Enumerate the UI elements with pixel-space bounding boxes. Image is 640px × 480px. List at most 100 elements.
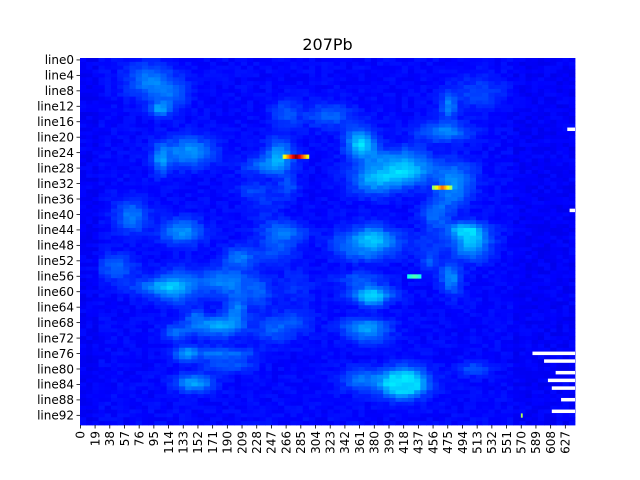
heatmap-cell [482, 100, 489, 105]
heatmap-cell [482, 150, 489, 155]
heatmap-cell [506, 285, 514, 291]
heatmap-cell [482, 131, 489, 136]
heatmap-cell [308, 92, 316, 98]
heatmap-cell [278, 285, 285, 291]
heatmap-cell [308, 61, 316, 67]
heatmap-cell [327, 139, 335, 144]
heatmap-cell [302, 258, 310, 264]
heatmap-cell [482, 88, 489, 94]
heatmap-cell [321, 112, 328, 117]
heatmap-cell [209, 235, 217, 240]
heatmap-cell [129, 115, 137, 121]
heatmap-cell [445, 212, 452, 217]
heatmap-cell [141, 212, 149, 217]
heatmap-cell [377, 150, 384, 155]
heatmap-cell [154, 58, 161, 63]
heatmap-cell [377, 173, 384, 179]
heatmap-cell [253, 131, 260, 136]
heatmap-cell [407, 123, 415, 128]
heatmap-cell [259, 193, 267, 198]
heatmap-cell [401, 200, 409, 206]
heatmap-cell [160, 239, 168, 244]
heatmap-cell [377, 231, 384, 237]
heatmap-cell [209, 166, 217, 171]
heatmap-cell [259, 65, 267, 70]
heatmap-cell [550, 282, 557, 287]
heatmap-cell [506, 181, 514, 186]
heatmap-cell [568, 224, 576, 229]
heatmap-cell [358, 96, 366, 101]
heatmap-cell [321, 258, 328, 264]
heatmap-cell [407, 65, 415, 70]
heatmap-cell [333, 135, 341, 140]
heatmap-cell [457, 251, 465, 256]
heatmap-cell [476, 96, 483, 101]
heatmap-cell [86, 262, 93, 268]
heatmap-cell [110, 251, 118, 256]
heatmap-cell [445, 173, 452, 179]
heatmap-cell [216, 135, 223, 140]
heatmap-cell [290, 142, 297, 148]
heatmap-cell [247, 193, 254, 198]
heatmap-cell [469, 208, 477, 213]
heatmap-cell [166, 266, 174, 271]
heatmap-cell [420, 112, 427, 117]
heatmap-cell [259, 139, 267, 144]
heatmap-cell [308, 135, 316, 140]
heatmap-cell [420, 208, 427, 213]
heatmap-cell [141, 189, 149, 194]
heatmap-cell [302, 170, 310, 175]
heatmap-cell [284, 115, 291, 121]
heatmap-cell [358, 227, 366, 233]
heatmap-cell [278, 193, 285, 198]
heatmap-cell [259, 166, 267, 171]
heatmap-cell [284, 227, 291, 233]
heatmap-cell [315, 216, 322, 221]
heatmap-cell [389, 289, 396, 295]
heatmap-cell [296, 158, 304, 163]
heatmap-cell [209, 185, 217, 190]
heatmap-cell [321, 227, 328, 233]
heatmap-cell [488, 251, 495, 256]
heatmap-cell [500, 131, 508, 136]
heatmap-cell [550, 193, 557, 198]
heatmap-cell [123, 177, 130, 183]
heatmap-cell [395, 123, 403, 128]
heatmap-cell [568, 289, 576, 295]
heatmap-cell [438, 278, 446, 283]
heatmap-cell [253, 92, 260, 98]
heatmap-cell [271, 227, 279, 233]
heatmap-cell [141, 115, 149, 121]
heatmap-cell [104, 170, 112, 175]
heatmap-cell [247, 289, 254, 295]
heatmap-cell [333, 131, 341, 136]
heatmap-cell [278, 177, 285, 183]
heatmap-cell [506, 270, 514, 275]
heatmap-cell [358, 61, 366, 67]
heatmap-cell [451, 142, 458, 148]
heatmap-cell [172, 173, 180, 179]
heatmap-cell [519, 88, 526, 94]
heatmap-cell [451, 69, 458, 74]
heatmap-cell [302, 131, 310, 136]
heatmap-cell [228, 119, 236, 125]
heatmap-cell [327, 200, 335, 206]
heatmap-cell [104, 154, 112, 159]
heatmap-cell [414, 77, 421, 82]
heatmap-cell [92, 65, 99, 70]
heatmap-cell [568, 181, 576, 186]
heatmap-cell [308, 88, 316, 94]
heatmap-cell [302, 100, 310, 105]
heatmap-cell [346, 193, 353, 198]
heatmap-cell [420, 135, 427, 140]
heatmap-cell [271, 297, 279, 302]
heatmap-cell [469, 150, 477, 155]
heatmap-cell [129, 285, 137, 291]
heatmap-cell [191, 173, 198, 179]
heatmap-cell [352, 231, 359, 237]
heatmap-cell [482, 204, 489, 210]
heatmap-cell [556, 112, 564, 117]
heatmap-cell [339, 224, 347, 229]
heatmap-cell [445, 88, 452, 94]
heatmap-cell [271, 243, 279, 248]
